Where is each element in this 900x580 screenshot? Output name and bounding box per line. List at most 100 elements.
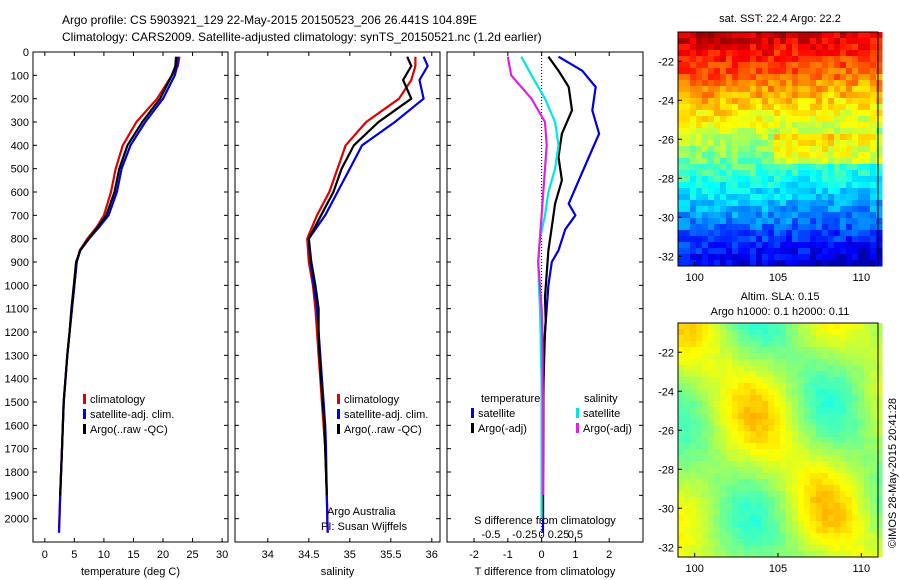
map-cell (804, 377, 811, 384)
map-cell (684, 455, 691, 462)
map-cell (756, 194, 763, 201)
map-cell (750, 353, 757, 360)
map-cell (816, 377, 823, 384)
map-cell (696, 98, 703, 105)
map-cell (816, 479, 823, 486)
map-cell (702, 242, 709, 249)
legend-swatch (83, 424, 86, 434)
map-cell (738, 353, 745, 360)
map-cell (774, 479, 781, 486)
map-cell (690, 341, 697, 348)
map-cell (858, 92, 865, 99)
map-cell (732, 254, 739, 261)
map-cell (846, 212, 853, 219)
map-cell (744, 455, 751, 462)
map-cell (780, 80, 787, 87)
map-cell (726, 194, 733, 201)
map-cell (684, 176, 691, 183)
map-cell (720, 407, 727, 414)
map-cell (702, 509, 709, 516)
map-cell (684, 182, 691, 189)
map-cell (828, 104, 835, 111)
map-cell (798, 329, 805, 336)
map-cell (864, 128, 871, 135)
map-cell (804, 449, 811, 456)
map-cell (780, 122, 787, 129)
map-cell (816, 218, 823, 225)
map-cell (804, 503, 811, 510)
map-cell (726, 182, 733, 189)
map-cell (798, 515, 805, 522)
map-cell (714, 455, 721, 462)
map-cell (858, 86, 865, 93)
map-cell (726, 104, 733, 111)
map-cell (876, 437, 883, 444)
map-cell (840, 419, 847, 426)
map-cell (720, 146, 727, 153)
map-cell (864, 134, 871, 141)
map-cell (804, 128, 811, 135)
map-cell (792, 158, 799, 165)
map-y-tick-label: -28 (658, 173, 674, 185)
map-cell (744, 533, 751, 540)
map-cell (714, 44, 721, 51)
map-cell (780, 236, 787, 243)
map-cell (684, 533, 691, 540)
map-cell (738, 347, 745, 354)
map-cell (678, 515, 685, 522)
map-cell (786, 437, 793, 444)
map-cell (816, 497, 823, 504)
map-cell (768, 146, 775, 153)
map-x-tick-label: 100 (685, 272, 703, 284)
map-cell (846, 188, 853, 195)
map-cell (822, 443, 829, 450)
map-cell (810, 443, 817, 450)
map-cell (846, 182, 853, 189)
map-cell (810, 335, 817, 342)
map-cell (768, 425, 775, 432)
map-cell (840, 407, 847, 414)
map-cell (792, 521, 799, 528)
map-cell (756, 545, 763, 552)
map-cell (816, 230, 823, 237)
map-cell (690, 74, 697, 81)
map-cell (678, 92, 685, 99)
map-cell (696, 491, 703, 498)
map-cell (762, 347, 769, 354)
map-cell (852, 521, 859, 528)
map-cell (720, 443, 727, 450)
map-cell (852, 236, 859, 243)
map-cell (762, 479, 769, 486)
map-cell (744, 92, 751, 99)
map-cell (756, 134, 763, 141)
map-cell (678, 86, 685, 93)
map-cell (708, 194, 715, 201)
map-cell (846, 509, 853, 516)
map-cell (852, 170, 859, 177)
map-cell (678, 212, 685, 219)
map-cell (732, 431, 739, 438)
map-cell (750, 140, 757, 147)
map-cell (708, 98, 715, 105)
map-cell (828, 248, 835, 255)
map-cell (690, 116, 697, 123)
map-cell (702, 455, 709, 462)
map-cell (876, 491, 883, 498)
map-cell (834, 467, 841, 474)
map-cell (678, 539, 685, 546)
map-cell (696, 431, 703, 438)
map-cell (750, 134, 757, 141)
map-cell (696, 377, 703, 384)
map-cell (714, 212, 721, 219)
map-cell (822, 236, 829, 243)
map-cell (852, 122, 859, 129)
map-cell (738, 323, 745, 330)
map-cell (810, 353, 817, 360)
map-cell (714, 473, 721, 480)
map-cell (732, 401, 739, 408)
map-cell (762, 329, 769, 336)
map-cell (720, 188, 727, 195)
map-cell (726, 455, 733, 462)
map-cell (792, 431, 799, 438)
map-cell (792, 86, 799, 93)
